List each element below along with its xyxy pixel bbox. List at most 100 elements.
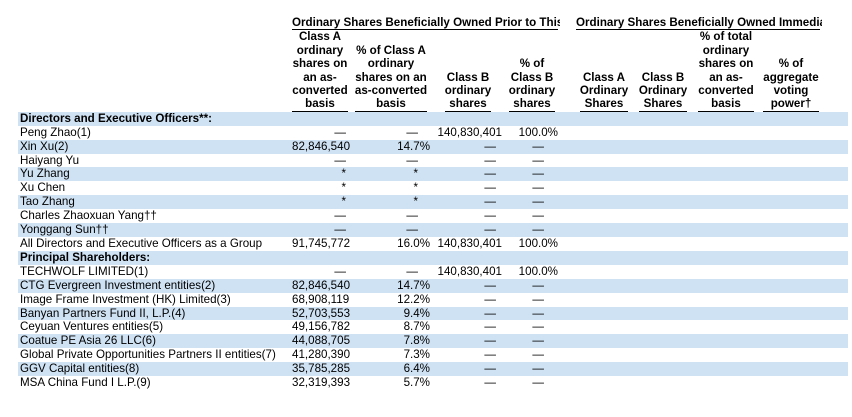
- after-class-b: [634, 334, 692, 349]
- class-a-shares: 44,088,705: [290, 334, 350, 349]
- empty-cell: [822, 293, 848, 307]
- col-header-line: ordinary: [444, 84, 492, 98]
- empty-cell: [560, 126, 574, 140]
- after-class-b: [634, 348, 692, 362]
- after-class-b: [634, 293, 692, 307]
- col-header-line: % of Class A: [356, 43, 426, 57]
- after-class-a: [574, 376, 634, 390]
- after-class-a: [574, 293, 634, 307]
- holder-name: Yonggang Sun††: [18, 223, 290, 237]
- section-label: Directors and Executive Officers**:: [18, 111, 290, 126]
- class-b-shares: 140,830,401: [437, 237, 502, 250]
- empty-cell: [290, 111, 350, 126]
- class-b-shares: —: [432, 195, 504, 210]
- after-total-pct: [692, 237, 760, 251]
- table-row: Peng Zhao(1) — — 140,830,401 100.0%: [18, 126, 848, 140]
- after-voting-pct: [760, 139, 822, 154]
- after-class-a: [574, 362, 634, 377]
- after-voting-pct: [760, 195, 822, 210]
- table-row: CTG Evergreen Investment entities(2) 82,8…: [18, 278, 848, 293]
- after-class-b: [634, 265, 692, 279]
- col-header-line: Shares: [584, 97, 624, 111]
- class-a-pct: —: [406, 153, 418, 167]
- after-voting-pct: [760, 154, 822, 168]
- after-voting-pct: [760, 278, 822, 293]
- empty-cell: [560, 237, 574, 251]
- col-header-line: % of total: [699, 30, 753, 44]
- after-voting-pct: [760, 334, 822, 349]
- empty-cell: [560, 111, 574, 126]
- after-total-pct: [692, 306, 760, 321]
- col-header-line: shares on: [292, 57, 348, 71]
- after-class-b: [634, 223, 692, 237]
- col-header-line: shares on: [698, 57, 754, 71]
- class-b-pct: —: [504, 167, 560, 182]
- empty-cell: [822, 209, 848, 223]
- col-header-line: aggregate: [763, 70, 819, 84]
- empty-cell: [760, 250, 822, 265]
- empty-cell: [432, 111, 504, 126]
- after-class-b: [634, 167, 692, 182]
- after-total-pct: [692, 154, 760, 168]
- class-a-pct: *: [350, 167, 432, 182]
- table-row: MSA China Fund I L.P.(9) 32,319,393 5.7% — —: [18, 376, 848, 390]
- after-class-a: [574, 278, 634, 293]
- after-class-a: [574, 334, 634, 349]
- after-voting-pct: [760, 126, 822, 140]
- col-header-text: Class A Ordinary Shares: [579, 71, 629, 112]
- after-voting-pct: [760, 223, 822, 237]
- group-header-after: Ordinary Shares Beneficially Owned Immed…: [576, 16, 822, 31]
- empty-cell: [560, 293, 574, 307]
- empty-cell: [560, 362, 574, 377]
- class-b-shares: 140,830,401: [437, 125, 502, 139]
- table-row: Charles Zhaoxuan Yang†† — — — —: [18, 209, 848, 223]
- holder-name: Xu Chen: [20, 181, 66, 195]
- table-row: Xu Chen * * — —: [18, 181, 848, 195]
- class-b-shares: —: [484, 320, 496, 334]
- after-class-a: [574, 167, 634, 182]
- ownership-table-wrapper: Ordinary Shares Beneficially Owned Prior…: [18, 0, 848, 390]
- class-a-shares: 32,319,393: [292, 376, 350, 390]
- empty-cell: [560, 306, 574, 321]
- empty-cell: [574, 250, 634, 265]
- class-a-shares: 49,156,782: [292, 320, 350, 334]
- empty-cell: [822, 139, 848, 154]
- after-class-a: [574, 223, 634, 237]
- col-header-line: basis: [305, 97, 335, 111]
- empty-cell: [692, 111, 760, 126]
- class-b-pct: —: [532, 376, 544, 390]
- col-header-after-total: % of total ordinary shares on an as-convert…: [692, 30, 760, 112]
- after-class-a: [574, 126, 634, 140]
- class-b-shares: —: [432, 362, 504, 377]
- holder-name: TECHWOLF LIMITED(1): [20, 264, 149, 278]
- col-header-line: Class B: [446, 70, 490, 84]
- after-voting-pct: [760, 306, 822, 321]
- table-row: GGV Capital entities(8) 35,785,285 6.4% — —: [18, 362, 848, 377]
- empty-cell: [822, 306, 848, 321]
- after-class-b: [634, 209, 692, 223]
- class-b-shares: —: [432, 334, 504, 349]
- after-total-pct: [692, 181, 760, 195]
- after-class-a: [574, 209, 634, 223]
- class-b-pct: —: [532, 292, 544, 306]
- after-total-pct: [692, 126, 760, 140]
- after-class-a: [574, 154, 634, 168]
- empty-cell: [560, 348, 574, 362]
- col-header-after-voting: % of aggregate voting power†: [760, 30, 822, 112]
- class-a-pct: 14.7%: [350, 278, 432, 293]
- col-header-after-class-a: Class A Ordinary Shares: [574, 30, 634, 112]
- holder-name: CTG Evergreen Investment entities(2): [18, 278, 290, 293]
- holder-name: Haiyang Yu: [20, 153, 80, 167]
- class-b-shares: —: [484, 181, 496, 195]
- class-a-pct: —: [350, 223, 432, 237]
- class-a-pct: —: [406, 264, 418, 278]
- table-row: Banyan Partners Fund II, L.P.(4) 52,703,5…: [18, 306, 848, 321]
- after-class-b: [634, 237, 692, 251]
- empty-cell: [560, 278, 574, 293]
- class-a-pct: 16.0%: [397, 237, 430, 250]
- class-a-shares: —: [334, 125, 346, 139]
- after-voting-pct: [760, 320, 822, 334]
- empty-cell: [350, 111, 432, 126]
- class-a-pct: —: [406, 125, 418, 139]
